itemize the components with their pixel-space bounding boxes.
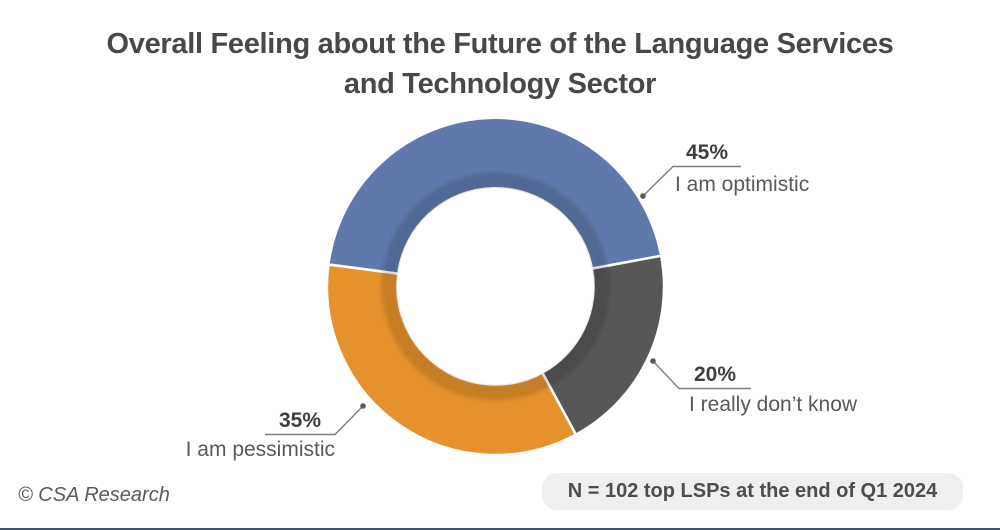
chart-title: Overall Feeling about the Future of the … [0, 24, 1000, 104]
donut-segments [325, 116, 666, 457]
leader-dot-dont-know [650, 358, 656, 364]
category-label-dont-know: I really don’t know [689, 393, 858, 416]
percent-value-pessimistic: 35% [278, 409, 322, 432]
leader-dot-pessimistic [360, 403, 366, 409]
bottom-accent-bar [0, 528, 1000, 530]
donut-inner-bevel [381, 172, 610, 401]
leader-dot-optimistic [640, 193, 646, 199]
copyright-note: © CSA Research [18, 484, 170, 506]
callout-leaders [265, 165, 751, 436]
percent-value-optimistic: 45% [685, 141, 729, 164]
donut-segment-1 [541, 254, 666, 436]
sample-note-badge: N = 102 top LSPs at the end of Q1 2024 [542, 473, 963, 510]
donut-segment-2 [325, 263, 578, 457]
percent-value-dont-know: 20% [693, 363, 737, 386]
chart-title-line2: and Technology Sector [343, 68, 657, 100]
category-label-optimistic: I am optimistic [675, 173, 810, 196]
category-label-pessimistic: I am pessimistic [185, 438, 335, 461]
chart-title-line1: Overall Feeling about the Future of the … [106, 28, 894, 60]
donut-segment-0 [327, 116, 663, 275]
